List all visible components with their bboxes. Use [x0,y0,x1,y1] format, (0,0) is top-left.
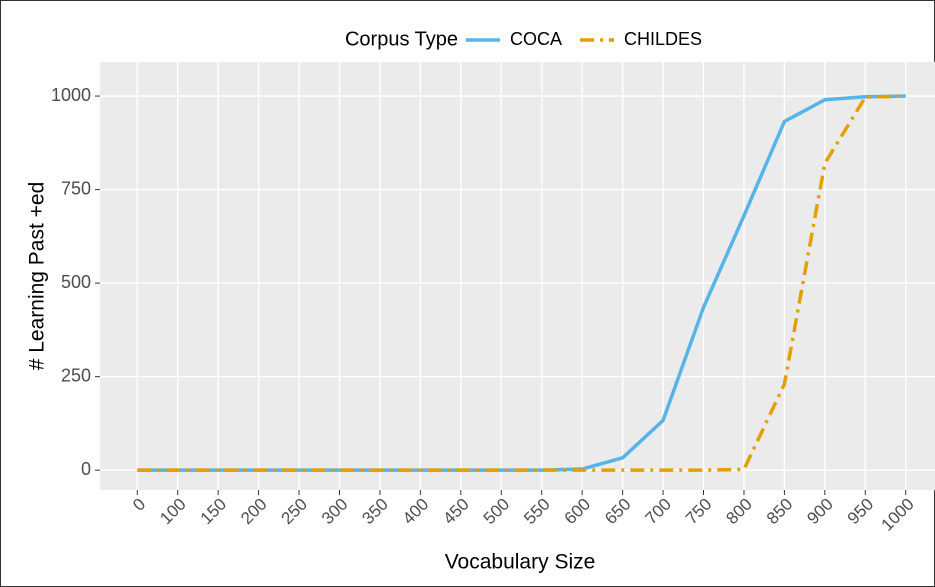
y-tick-label: 500 [61,272,91,292]
legend-title: Corpus Type [345,28,458,50]
plot-panel [100,62,935,490]
legend-label: COCA [510,29,562,49]
y-tick-label: 750 [61,178,91,198]
y-tick-label: 250 [61,365,91,385]
legend-label: CHILDES [624,29,702,49]
y-axis-label: # Learning Past +ed [26,182,49,371]
y-tick-label: 0 [81,459,91,479]
series-line [137,94,906,472]
y-tick-label: 1000 [51,85,91,105]
x-axis-label: Vocabulary Size [445,551,596,574]
